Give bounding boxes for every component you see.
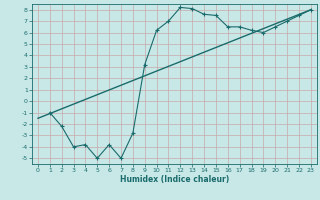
X-axis label: Humidex (Indice chaleur): Humidex (Indice chaleur): [120, 175, 229, 184]
